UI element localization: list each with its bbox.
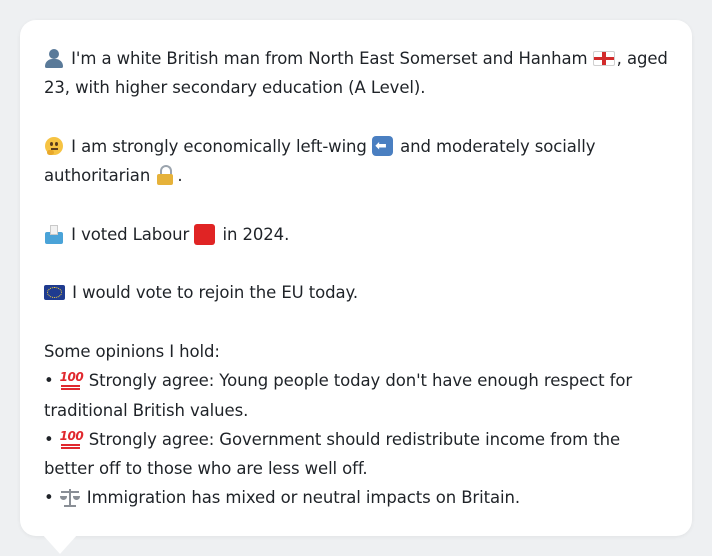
opinion-item: • 100 Strongly agree: Government should r… (44, 425, 668, 484)
opinions-heading: Some opinions I hold: (44, 341, 220, 361)
opinion-bullet: • (44, 371, 54, 391)
politics-text-mid: and moderately socially authoritarian (44, 136, 596, 186)
opinion-text: Strongly agree: Young people today don't… (44, 371, 633, 420)
red-square-icon (194, 223, 216, 245)
politics-text-pre: I am strongly economically left-wing (71, 136, 367, 156)
lock-icon (155, 165, 175, 186)
eu-flag-icon (44, 285, 65, 301)
politics-text-post: . (177, 166, 183, 186)
identity-paragraph: I'm a white British man from North East … (44, 44, 668, 103)
speech-bubble-tail (42, 534, 78, 554)
identity-text-pre: I'm a white British man from North East … (71, 49, 588, 68)
opinions-section: Some opinions I hold: • 100 Strongly agre… (44, 337, 668, 513)
opinion-text: Immigration has mixed or neutral impacts… (86, 488, 520, 508)
eu-paragraph: I would vote to rejoin the EU today. (44, 278, 668, 307)
opinion-text: Strongly agree: Government should redist… (44, 429, 621, 479)
politics-paragraph: I am strongly economically left-wing ⬅ a… (44, 132, 668, 191)
hundred-points-icon: 100 (60, 370, 84, 391)
ballot-box-icon (44, 224, 64, 244)
profile-card: I'm a white British man from North East … (20, 20, 692, 536)
opinion-bullet: • (44, 488, 54, 508)
eu-text: I would vote to rejoin the EU today. (72, 283, 358, 303)
balance-scale-icon (59, 487, 80, 508)
vote-text-pre: I voted Labour (71, 224, 190, 244)
profile-bio: I'm a white British man from North East … (44, 44, 668, 513)
vote-text-post: in 2024. (222, 224, 290, 244)
thinking-face-icon (44, 136, 64, 156)
england-flag-icon (592, 51, 615, 66)
person-icon (44, 48, 64, 68)
opinion-item: • 100 Strongly agree: Young people today … (44, 366, 668, 425)
opinion-item: • Immigration has mixed or neutral impac… (44, 483, 668, 512)
opinion-bullet: • (44, 429, 54, 449)
hundred-points-icon: 100 (60, 429, 84, 449)
identity-text-post: , aged 23, with higher secondary educati… (44, 49, 668, 98)
left-arrow-icon: ⬅ (371, 135, 393, 156)
vote-paragraph: I voted Labour in 2024. (44, 220, 668, 249)
